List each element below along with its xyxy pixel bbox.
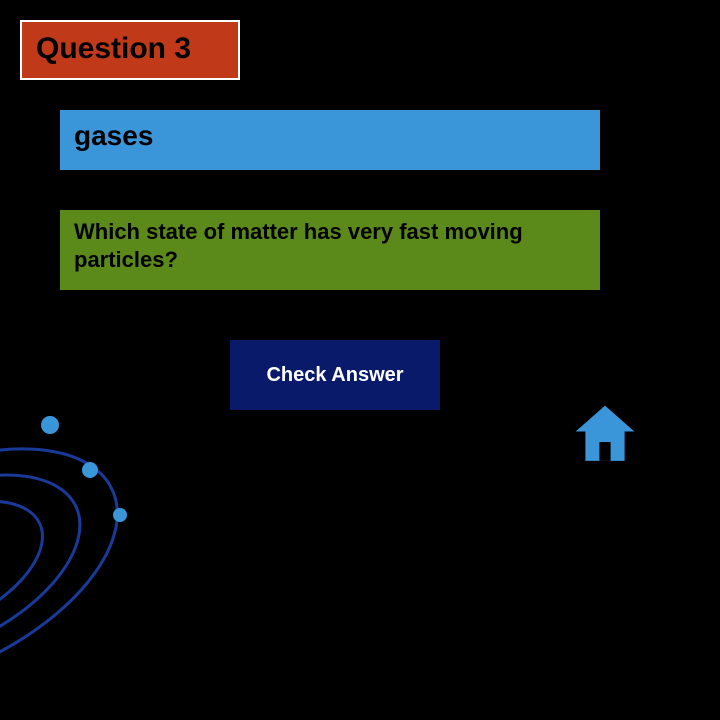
home-icon[interactable] xyxy=(570,400,640,470)
check-answer-label: Check Answer xyxy=(266,364,403,387)
answer-text: gases xyxy=(60,110,600,170)
question-text: Which state of matter has very fast movi… xyxy=(60,210,600,290)
orbit-decoration xyxy=(0,320,220,720)
question-title: Question 3 xyxy=(20,20,240,80)
check-answer-button[interactable]: Check Answer xyxy=(230,340,440,410)
